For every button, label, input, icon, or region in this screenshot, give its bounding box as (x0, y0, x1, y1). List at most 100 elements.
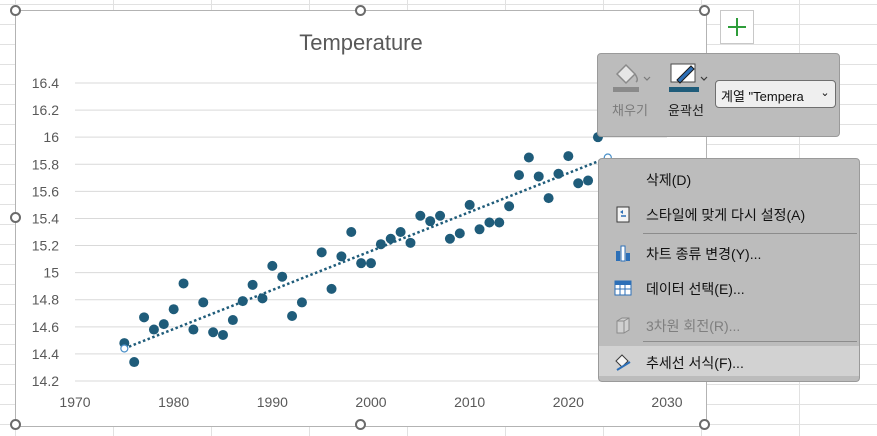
menu-item-change-chart-type[interactable]: 차트 종류 변경(Y)... (599, 237, 859, 267)
resize-handle-top-left[interactable] (10, 5, 21, 16)
menu-item-label: 데이터 선택(E)... (646, 281, 745, 297)
menu-item-label: 추세선 서식(F)... (646, 355, 744, 371)
y-tick-label: 15.8 (32, 156, 59, 172)
data-point[interactable] (178, 278, 189, 289)
menu-item-format-trendline[interactable]: 추세선 서식(F)... (599, 346, 859, 376)
data-point[interactable] (129, 357, 140, 368)
y-tick-label: 16 (43, 129, 59, 145)
data-point[interactable] (158, 319, 169, 330)
fill-button[interactable]: 채우기 (604, 60, 656, 130)
data-point[interactable] (444, 233, 455, 244)
x-tick-label: 1980 (158, 394, 189, 410)
data-point[interactable] (218, 329, 228, 340)
data-point[interactable] (346, 227, 357, 237)
fill-label: 채우기 (612, 103, 648, 118)
y-axis-ticks: 14.2 14.4 14.6 14.8 15 15.2 15.4 15.6 15.8 16 16.2… (32, 75, 59, 389)
trendline[interactable] (120, 153, 612, 353)
data-point[interactable] (583, 175, 594, 186)
data-point[interactable] (257, 293, 268, 304)
x-tick-label: 2030 (651, 394, 682, 410)
data-point[interactable] (247, 279, 258, 290)
y-tick-label: 14.2 (32, 373, 59, 389)
data-point[interactable] (464, 199, 475, 210)
data-point[interactable] (198, 297, 209, 308)
data-point[interactable] (415, 210, 426, 221)
format-mini-toolbar: 채우기 윤곽선 계열 "Tempera ⌄ (597, 53, 840, 137)
x-tick-label: 1970 (59, 394, 90, 410)
outline-button[interactable]: 윤곽선 (660, 60, 712, 130)
data-point[interactable] (385, 233, 396, 244)
grid-lines (75, 82, 667, 382)
menu-item-delete[interactable]: 삭제(D) (599, 163, 859, 193)
data-point[interactable] (474, 224, 485, 235)
data-point[interactable] (514, 170, 524, 181)
scatter-chart: Temperature 14.2 14.4 14.6 14.8 15 15.2 15.4 15… (32, 30, 683, 410)
data-point[interactable] (316, 247, 327, 258)
y-tick-label: 14.6 (32, 319, 59, 335)
x-tick-label: 1990 (257, 394, 288, 410)
menu-item-reset-style[interactable]: 스타일에 맞게 다시 설정(A) (599, 198, 859, 228)
menu-item-label: 삭제(D) (646, 172, 692, 188)
bar-chart-icon (616, 245, 630, 262)
x-tick-label: 2010 (454, 394, 485, 410)
data-point[interactable] (395, 227, 406, 237)
data-point[interactable] (139, 312, 150, 323)
series-selector-dropdown[interactable]: 계열 "Tempera ⌄ (715, 80, 836, 108)
resize-handle-left[interactable] (10, 212, 21, 223)
data-point[interactable] (326, 283, 337, 294)
data-point[interactable] (494, 217, 505, 228)
menu-item-label: 스타일에 맞게 다시 설정(A) (646, 207, 806, 223)
data-point[interactable] (237, 296, 248, 307)
data-point[interactable] (523, 152, 534, 163)
context-menu: 삭제(D) 스타일에 맞게 다시 설정(A) 차트 종류 변경(Y)... 데이… (598, 158, 860, 382)
y-tick-label: 16.4 (32, 75, 59, 91)
data-point[interactable] (563, 151, 574, 162)
trendline-selection-handle[interactable] (120, 344, 129, 353)
data-point[interactable] (336, 251, 347, 262)
menu-item-select-data[interactable]: 데이터 선택(E)... (599, 272, 859, 302)
y-tick-label: 14.8 (32, 292, 59, 308)
cube-icon (616, 317, 630, 334)
data-point[interactable] (504, 201, 515, 212)
data-point[interactable] (287, 310, 298, 321)
data-point[interactable] (208, 327, 219, 338)
resize-handle-top[interactable] (355, 5, 366, 16)
data-series[interactable] (119, 132, 603, 368)
data-point[interactable] (227, 315, 238, 326)
resize-handle-top-right[interactable] (699, 5, 710, 16)
data-point[interactable] (454, 228, 465, 239)
plus-icon (728, 18, 746, 36)
data-point[interactable] (277, 271, 288, 282)
menu-item-label: 3차원 회전(R)... (646, 318, 741, 334)
menu-item-3d-rotation[interactable]: 3차원 회전(R)... (599, 309, 859, 339)
reset-style-icon (616, 206, 630, 223)
chart-elements-button[interactable] (720, 10, 754, 44)
data-point[interactable] (573, 178, 584, 189)
data-point[interactable] (366, 258, 376, 269)
series-selector-value: 계열 "Tempera (721, 89, 804, 104)
y-tick-label: 15.4 (32, 210, 59, 226)
data-point[interactable] (188, 324, 199, 335)
resize-handle-bottom[interactable] (355, 419, 366, 430)
data-point[interactable] (425, 216, 436, 227)
data-point[interactable] (435, 210, 446, 221)
paint-bucket-icon (613, 63, 651, 92)
data-point[interactable] (553, 168, 564, 179)
data-point[interactable] (484, 217, 495, 228)
chart-area[interactable]: Temperature 14.2 14.4 14.6 14.8 15 15.2 15.4 15… (15, 10, 707, 427)
data-point[interactable] (375, 239, 386, 250)
data-point[interactable] (148, 324, 159, 335)
chart-title[interactable]: Temperature (299, 30, 423, 55)
y-tick-label: 15 (43, 265, 59, 281)
data-point[interactable] (267, 260, 278, 271)
data-point[interactable] (405, 237, 416, 248)
y-tick-label: 15.2 (32, 238, 59, 254)
data-point[interactable] (296, 297, 307, 308)
trendline-path[interactable] (123, 156, 609, 350)
data-point[interactable] (533, 171, 544, 182)
data-point[interactable] (356, 258, 367, 269)
data-point[interactable] (168, 304, 179, 315)
resize-handle-bottom-left[interactable] (10, 419, 21, 430)
data-point[interactable] (543, 193, 554, 204)
resize-handle-bottom-right[interactable] (699, 419, 710, 430)
